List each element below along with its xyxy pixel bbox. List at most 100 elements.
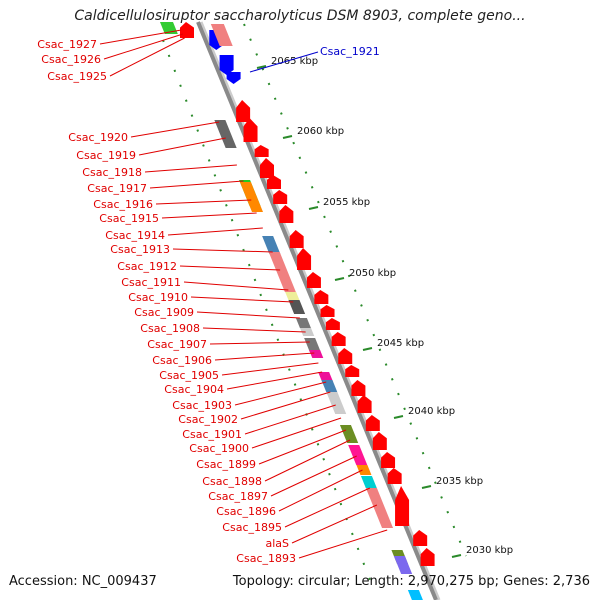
gene-feature-block[interactable] <box>304 338 321 352</box>
forward-gene-feature[interactable] <box>260 158 274 178</box>
forward-gene-feature[interactable] <box>306 272 321 288</box>
gene-label[interactable]: Csac_1907 <box>147 338 207 351</box>
kbp-tick-label: 2035 kbp <box>436 476 483 487</box>
forward-gene-feature[interactable] <box>273 190 288 204</box>
kbp-tick-label: 2040 kbp <box>408 406 455 417</box>
gene-feature-block[interactable] <box>295 318 311 328</box>
gene-label[interactable]: Csac_1925 <box>47 70 107 83</box>
forward-gene-feature[interactable] <box>243 118 258 142</box>
gene-label[interactable]: Csac_1902 <box>178 413 238 426</box>
gene-feature-block[interactable] <box>321 380 338 392</box>
gene-label-leader <box>179 265 281 271</box>
gene-label-leader <box>270 455 357 497</box>
gene-label[interactable]: Csac_1895 <box>222 521 282 534</box>
forward-gene-feature[interactable] <box>372 432 387 450</box>
gene-label[interactable]: alaS <box>265 537 289 550</box>
gene-feature-block[interactable] <box>356 465 372 475</box>
forward-gene-feature[interactable] <box>320 305 335 317</box>
reverse-gene-feature[interactable] <box>226 72 241 84</box>
forward-gene-feature[interactable] <box>289 230 304 248</box>
label-layer: Csac_1927 Csac_1926 Csac_1925 Csac_1920 Csac… <box>37 29 388 565</box>
gene-feature-block[interactable] <box>309 350 324 358</box>
gene-feature-block[interactable] <box>339 425 359 443</box>
gene-label-leader <box>138 137 226 156</box>
gene-label[interactable]: Csac_1905 <box>159 369 219 382</box>
forward-gene-feature[interactable] <box>267 175 281 189</box>
forward-gene-feature[interactable] <box>331 332 346 346</box>
gene-label[interactable]: Csac_1920 <box>68 131 128 144</box>
gene-label-leader <box>298 529 388 559</box>
gene-label[interactable]: Csac_1927 <box>37 38 97 51</box>
gene-label[interactable]: Csac_1911 <box>121 276 181 289</box>
summary-text: Topology: circular; Length: 2,970,275 bp… <box>232 574 590 589</box>
forward-gene-feature[interactable] <box>365 415 380 431</box>
gene-label[interactable]: Csac_1915 <box>99 212 159 225</box>
gene-label[interactable]: Csac_1919 <box>76 149 136 162</box>
gene-label[interactable]: Csac_1899 <box>196 458 256 471</box>
gene-feature-block[interactable] <box>407 590 423 600</box>
accession-text: Accession: NC_009437 <box>9 574 157 589</box>
forward-gene-feature[interactable] <box>338 348 353 364</box>
gene-feature-block[interactable] <box>214 120 237 148</box>
forward-gene-feature[interactable] <box>357 395 372 413</box>
gene-feature-block[interactable] <box>288 300 306 314</box>
gene-feature-block[interactable] <box>348 445 368 465</box>
kbp-tick-mark <box>282 135 293 139</box>
gene-label[interactable]: Csac_1903 <box>172 399 232 412</box>
gene-feature-block[interactable] <box>268 252 296 292</box>
kbp-tick-mark <box>334 277 345 281</box>
forward-gene-feature[interactable] <box>345 365 360 377</box>
gene-feature-block[interactable] <box>393 556 413 574</box>
forward-gene-feature[interactable] <box>387 468 402 484</box>
forward-gene-feature[interactable] <box>413 530 428 546</box>
gene-label-leader <box>226 371 323 390</box>
forward-gene-feature[interactable] <box>180 22 194 38</box>
gene-label[interactable]: Csac_1901 <box>182 428 242 441</box>
gene-feature-block[interactable] <box>300 328 315 336</box>
gene-feature-block[interactable] <box>285 292 301 302</box>
forward-gene-feature[interactable] <box>395 486 410 526</box>
gene-label[interactable]: Csac_1910 <box>128 291 188 304</box>
gene-label[interactable]: Csac_1913 <box>110 243 170 256</box>
gene-label[interactable]: Csac_1908 <box>140 322 200 335</box>
forward-gene-feature[interactable] <box>325 318 340 330</box>
gene-feature-block[interactable] <box>365 488 394 528</box>
gene-label-leader <box>149 180 244 189</box>
forward-gene-feature[interactable] <box>236 100 251 122</box>
gene-label-leader <box>190 296 294 303</box>
gene-feature-block[interactable] <box>326 392 347 414</box>
gene-label[interactable]: Csac_1914 <box>105 229 165 242</box>
gene-label[interactable]: Csac_1898 <box>202 475 262 488</box>
forward-gene-feature[interactable] <box>381 452 396 468</box>
gene-feature-pink[interactable] <box>210 24 233 46</box>
gene-label[interactable]: Csac_1897 <box>208 490 268 503</box>
gene-label[interactable]: Csac_1909 <box>134 306 194 319</box>
gene-label[interactable]: Csac_1917 <box>87 182 147 195</box>
gene-feature-block[interactable] <box>360 476 377 488</box>
gene-label[interactable]: Csac_1896 <box>216 505 276 518</box>
gene-label[interactable]: Csac_1912 <box>117 260 177 273</box>
gene-label[interactable]: Csac_1893 <box>236 552 296 565</box>
forward-gene-feature[interactable] <box>351 380 366 396</box>
gene-label[interactable]: Csac_1900 <box>189 442 249 455</box>
gene-feature-block[interactable] <box>239 182 264 212</box>
reverse-gene-feature[interactable] <box>219 55 234 75</box>
gene-label[interactable]: Csac_1926 <box>41 53 101 66</box>
gene-label-leader <box>130 121 220 138</box>
gene-label-leader <box>183 281 289 291</box>
gene-label[interactable]: Csac_1904 <box>164 383 224 396</box>
forward-gene-feature[interactable] <box>297 248 312 270</box>
highlight-gene-label[interactable]: Csac_1921 <box>320 45 380 58</box>
gene-label[interactable]: Csac_1916 <box>93 198 153 211</box>
forward-gene-feature[interactable] <box>420 548 435 566</box>
forward-gene-feature[interactable] <box>279 205 294 223</box>
gene-feature-block[interactable] <box>318 372 334 382</box>
tick-layer: 2065 kbp 2060 kbp 2055 kbp 2050 kbp 2045 kbp… <box>162 23 513 581</box>
gene-label-leader <box>244 404 336 435</box>
forward-gene-feature[interactable] <box>254 145 269 157</box>
forward-gene-feature[interactable] <box>314 290 329 304</box>
gene-label[interactable]: Csac_1906 <box>152 354 212 367</box>
gene-label[interactable]: Csac_1918 <box>82 166 142 179</box>
gene-feature-block[interactable] <box>262 236 281 254</box>
